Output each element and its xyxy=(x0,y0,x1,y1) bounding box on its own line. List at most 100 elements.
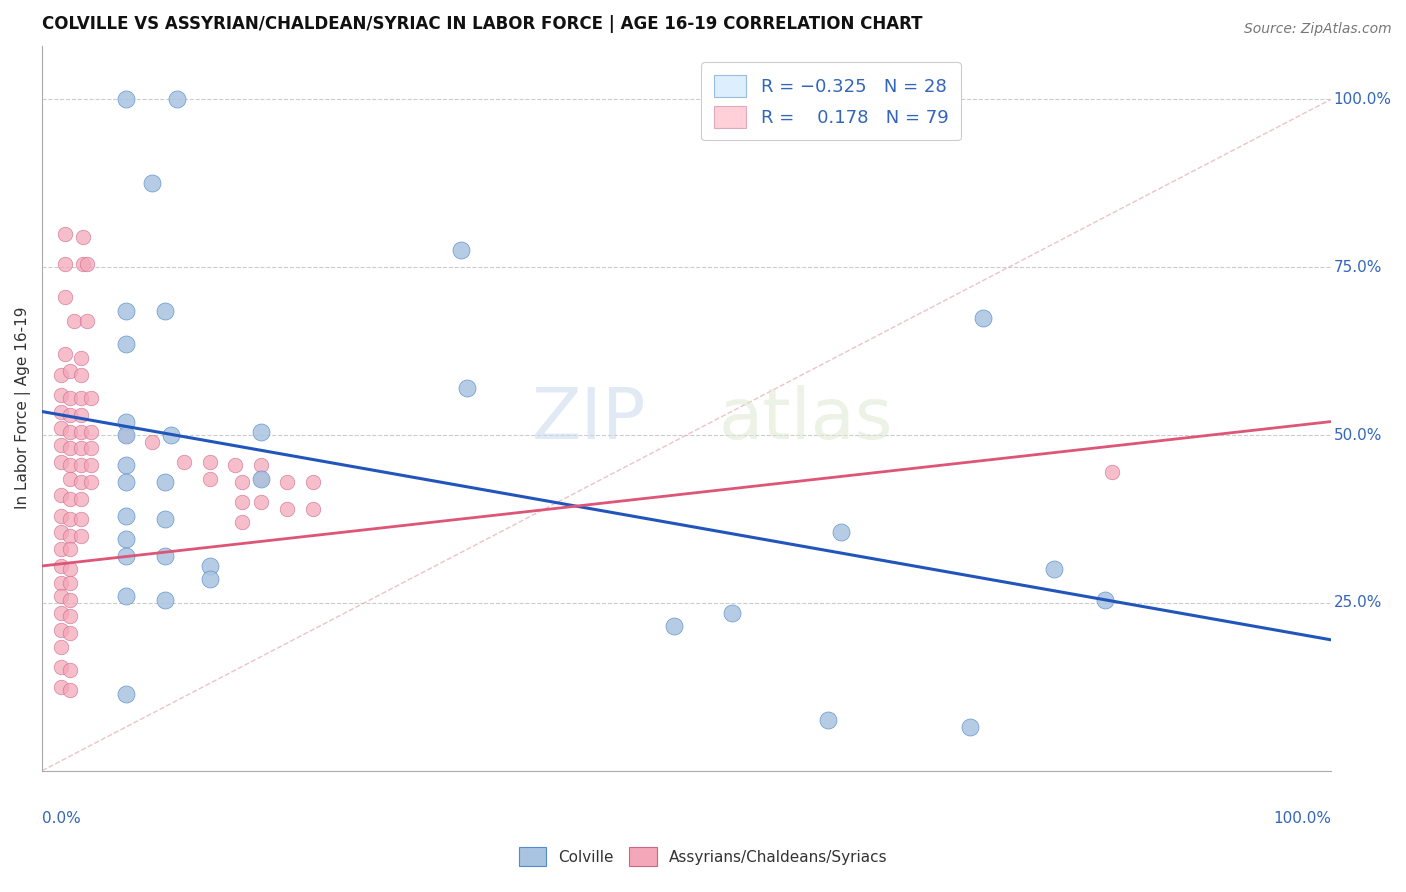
Point xyxy=(198,558,221,573)
Point xyxy=(80,391,103,405)
Point xyxy=(153,475,176,489)
Point xyxy=(141,176,163,190)
Point xyxy=(51,508,73,523)
Point xyxy=(115,508,138,523)
Point xyxy=(59,575,82,590)
Point xyxy=(817,714,839,728)
Point xyxy=(115,549,138,563)
Point xyxy=(115,415,138,429)
Point xyxy=(173,455,195,469)
Point xyxy=(59,529,82,543)
Point xyxy=(115,337,138,351)
Point xyxy=(59,442,82,456)
Point xyxy=(59,512,82,526)
Point xyxy=(53,227,76,241)
Point xyxy=(69,368,91,382)
Point xyxy=(231,475,253,489)
Point xyxy=(72,257,94,271)
Point xyxy=(59,592,82,607)
Point xyxy=(115,475,138,489)
Point xyxy=(115,428,138,442)
Point xyxy=(51,404,73,418)
Point xyxy=(51,542,73,557)
Point xyxy=(51,659,73,673)
Point xyxy=(63,314,86,328)
Point xyxy=(115,686,138,700)
Point xyxy=(153,512,176,526)
Point xyxy=(51,438,73,452)
Point xyxy=(51,368,73,382)
Point xyxy=(51,623,73,637)
Point xyxy=(115,303,138,318)
Legend: Colville, Assyrians/Chaldeans/Syriacs: Colville, Assyrians/Chaldeans/Syriacs xyxy=(510,839,896,873)
Point xyxy=(51,558,73,573)
Point xyxy=(959,720,981,734)
Point xyxy=(59,626,82,640)
Text: atlas: atlas xyxy=(718,384,893,453)
Text: 0.0%: 0.0% xyxy=(42,811,82,826)
Point xyxy=(115,458,138,473)
Point xyxy=(51,388,73,402)
Point xyxy=(59,391,82,405)
Point xyxy=(59,458,82,473)
Point xyxy=(301,501,323,516)
Point xyxy=(69,458,91,473)
Point xyxy=(72,230,94,244)
Point xyxy=(69,351,91,365)
Y-axis label: In Labor Force | Age 16-19: In Labor Force | Age 16-19 xyxy=(15,307,31,509)
Point xyxy=(59,408,82,422)
Point xyxy=(250,472,273,486)
Point xyxy=(59,562,82,576)
Point xyxy=(115,92,138,106)
Point xyxy=(1042,562,1064,576)
Point xyxy=(115,589,138,603)
Text: 50.0%: 50.0% xyxy=(1333,427,1382,442)
Point xyxy=(141,434,163,449)
Point xyxy=(662,619,685,633)
Point xyxy=(1094,592,1116,607)
Point xyxy=(76,314,98,328)
Point xyxy=(153,549,176,563)
Point xyxy=(59,663,82,677)
Point xyxy=(250,472,273,486)
Point xyxy=(51,455,73,469)
Point xyxy=(59,491,82,506)
Point xyxy=(830,525,852,540)
Point xyxy=(166,92,188,106)
Point xyxy=(153,592,176,607)
Point xyxy=(450,244,472,258)
Point xyxy=(80,442,103,456)
Text: Source: ZipAtlas.com: Source: ZipAtlas.com xyxy=(1244,22,1392,37)
Point xyxy=(80,475,103,489)
Point xyxy=(69,529,91,543)
Text: 100.0%: 100.0% xyxy=(1272,811,1331,826)
Text: 25.0%: 25.0% xyxy=(1333,595,1382,610)
Point xyxy=(51,575,73,590)
Point xyxy=(276,475,298,489)
Point xyxy=(160,428,183,442)
Point xyxy=(59,425,82,439)
Point xyxy=(153,303,176,318)
Point xyxy=(80,458,103,473)
Text: COLVILLE VS ASSYRIAN/CHALDEAN/SYRIAC IN LABOR FORCE | AGE 16-19 CORRELATION CHAR: COLVILLE VS ASSYRIAN/CHALDEAN/SYRIAC IN … xyxy=(42,15,922,33)
Point xyxy=(1101,465,1123,479)
Point xyxy=(115,532,138,546)
Point xyxy=(76,257,98,271)
Point xyxy=(59,472,82,486)
Point xyxy=(69,408,91,422)
Point xyxy=(51,488,73,502)
Point xyxy=(69,442,91,456)
Point xyxy=(53,290,76,304)
Point xyxy=(720,606,742,620)
Point xyxy=(231,516,253,530)
Point xyxy=(51,680,73,694)
Text: 100.0%: 100.0% xyxy=(1333,92,1392,107)
Point xyxy=(276,501,298,516)
Point xyxy=(51,421,73,435)
Point xyxy=(69,425,91,439)
Point xyxy=(59,542,82,557)
Point xyxy=(301,475,323,489)
Point xyxy=(224,458,246,473)
Point xyxy=(198,472,221,486)
Point xyxy=(59,364,82,378)
